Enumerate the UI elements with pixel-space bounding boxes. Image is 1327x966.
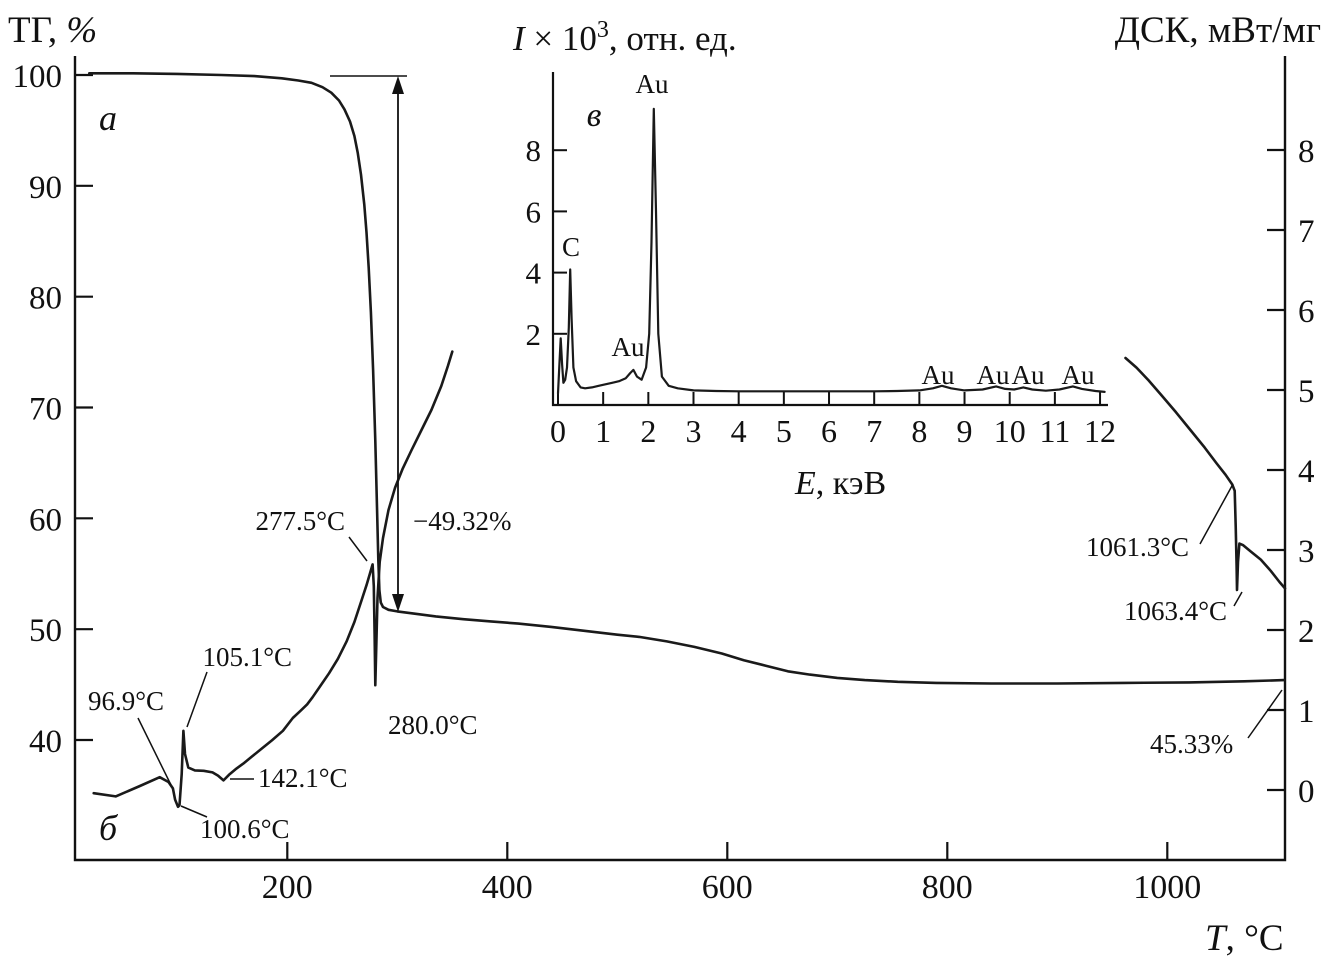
annotation-label: 1061.3°C	[1086, 532, 1189, 562]
peak-element-label: Au	[1062, 360, 1095, 390]
right-axis-tick-label: 3	[1298, 534, 1315, 570]
left-axis-tick-label: 90	[29, 170, 62, 206]
inset-title-var: I	[512, 19, 527, 58]
axis-frame	[73, 56, 1287, 862]
right-axis-tick-label: 7	[1298, 214, 1315, 250]
mass-loss-arrow	[330, 75, 407, 612]
inset-x-tick-label: 12	[1084, 413, 1116, 449]
annotation-label: 45.33%	[1150, 729, 1233, 759]
peak-element-label: Au	[977, 360, 1010, 390]
x-axis-tick-label: 400	[482, 869, 533, 906]
inset-x-tick-label: 3	[686, 413, 702, 449]
arrow-head-down	[392, 594, 404, 612]
annotation-leader-line	[186, 671, 208, 728]
peak-element-label: Au	[612, 332, 645, 362]
inset-y-tick-label: 2	[526, 317, 542, 352]
annotation-leader-line	[1233, 591, 1243, 607]
left-axis-tick-label: 40	[29, 724, 62, 760]
right-axis-tick-label: 6	[1298, 294, 1315, 330]
left-axis-tick-label: 70	[29, 391, 62, 427]
dsc-curve-segment	[1124, 356, 1287, 592]
x-axis-tick-label: 800	[922, 869, 973, 906]
inset-x-tick-label: 9	[957, 413, 973, 449]
left-axis-title: ТГ, %	[8, 10, 97, 51]
peak-element-label: Au	[922, 360, 955, 390]
annotation-label: −49.32%	[413, 506, 511, 536]
inset-x-tick-label: 8	[911, 413, 927, 449]
inset-x-axis-title-var: E	[794, 465, 816, 502]
annotation-label: 100.6°C	[200, 814, 290, 844]
annotation-label: 1063.4°C	[1124, 596, 1227, 626]
peak-element-label: Au	[636, 69, 669, 99]
annotation-leader-line	[137, 717, 172, 786]
annotation-leader-line	[180, 805, 208, 818]
annotation-label: 105.1°C	[202, 642, 292, 672]
right-axis-tick-label: 8	[1298, 134, 1315, 170]
peak-element-label: C	[562, 232, 580, 262]
left-axis-title-text: ТГ,	[8, 10, 66, 51]
inset-title-rest: , отн. ед.	[609, 19, 737, 58]
annotation-leader-line	[348, 536, 368, 562]
left-axis-tick-label: 100	[13, 59, 63, 95]
annotation-label: 142.1°C	[258, 763, 348, 793]
left-axis-tick-label: 50	[29, 613, 62, 649]
inset-title-base: × 10	[525, 19, 597, 58]
inset-x-tick-label: 1	[595, 413, 611, 449]
left-axis-tick-label: 80	[29, 281, 62, 317]
annotation-label: б	[99, 808, 119, 848]
inset-y-tick-label: 6	[526, 194, 542, 229]
x-axis-tick-label: 1000	[1133, 869, 1201, 906]
annotation-label: 280.0°C	[388, 710, 478, 740]
inset-x-tick-label: 4	[731, 413, 747, 449]
inset-y-tick-label: 8	[526, 133, 542, 168]
x-axis-tick-label: 600	[702, 869, 753, 906]
annotation-label: 96.9°C	[88, 686, 164, 716]
curves	[88, 72, 1287, 809]
eds-spectrum-curve	[556, 107, 1106, 395]
annotation-leader-line	[1247, 689, 1283, 739]
inset-x-tick-label: 0	[550, 413, 566, 449]
right-axis-tick-label: 0	[1298, 774, 1315, 810]
right-axis-tick-label: 5	[1298, 374, 1315, 410]
inset-axis-frame	[551, 72, 1108, 407]
annotation-label: 277.5°C	[255, 506, 345, 536]
inset-x-tick-label: 10	[994, 413, 1026, 449]
inset-x-tick-label: 7	[866, 413, 882, 449]
inset-x-axis-title: E, кэВ	[794, 465, 886, 502]
inset-x-tick-label: 6	[821, 413, 837, 449]
right-axis-tick-label: 4	[1298, 454, 1315, 490]
x-axis-tick-label: 200	[262, 869, 313, 906]
annotation-leader-line	[1199, 483, 1234, 545]
tg-curve	[88, 72, 1286, 685]
annotation-label: a	[99, 98, 117, 138]
inset-title: I × 103, отн. ед.	[512, 17, 737, 58]
inset-x-tick-label: 11	[1039, 413, 1070, 449]
x-axis-title-var: T	[1205, 918, 1228, 959]
right-axis-title: ДСК, мВт/мг	[1115, 10, 1321, 51]
peak-element-label: Au	[1012, 360, 1045, 390]
inset-x-axis-title-rest: , кэВ	[816, 465, 886, 502]
inset-curve	[556, 107, 1106, 395]
x-axis-title: T, °C	[1205, 918, 1284, 959]
inset-title-sup: 3	[597, 17, 609, 43]
annotation-label: в	[587, 97, 602, 134]
inset-y-tick-label: 4	[526, 256, 542, 291]
right-axis-tick-label: 1	[1298, 694, 1315, 730]
arrow-head-up	[392, 76, 404, 94]
left-axis-tick-label: 60	[29, 502, 62, 538]
inset-x-tick-label: 5	[776, 413, 792, 449]
x-axis-title-rest: , °C	[1226, 918, 1284, 959]
right-axis-tick-label: 2	[1298, 614, 1315, 650]
dsc-curve-segment	[92, 350, 454, 809]
inset-x-tick-label: 2	[640, 413, 656, 449]
left-axis-title-unit: %	[66, 10, 97, 51]
